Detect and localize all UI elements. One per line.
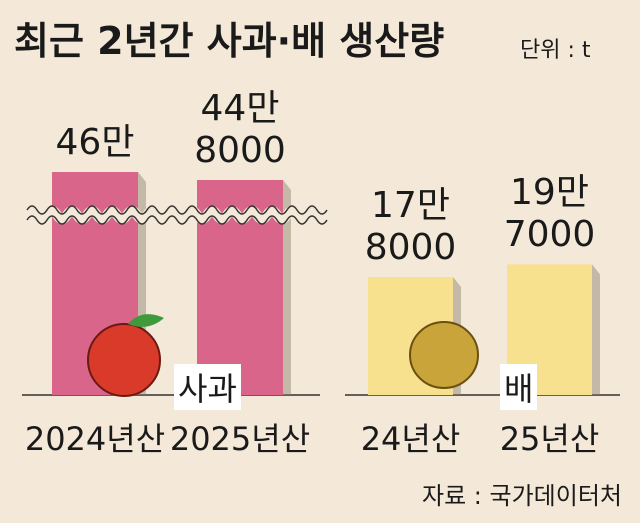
pear-icon (409, 321, 479, 389)
bar-shadow (283, 179, 291, 395)
bar-shadow (592, 264, 600, 395)
apple-icon (87, 323, 161, 397)
chart-title: 최근 2년간 사과·배 생산량 (14, 19, 445, 63)
axis-break-bg (22, 206, 332, 224)
value-label: 19만 7000 (503, 172, 596, 256)
x-tick-label: 2025년산 (169, 420, 311, 458)
unit: 단위 : t (520, 38, 591, 63)
value-label: 17만 8000 (364, 184, 457, 268)
x-tick-label: 24년산 (360, 420, 461, 458)
axis-break (26, 215, 328, 225)
series-name: 사과 (174, 364, 241, 410)
x-tick-label: 25년산 (499, 420, 600, 458)
axis-break (26, 205, 328, 215)
source: 자료 : 국가데이터처 (422, 482, 622, 510)
value-label: 44만 8000 (194, 87, 286, 171)
value-label: 46만 (55, 122, 135, 164)
apple-leaf (128, 314, 164, 327)
x-tick-label: 2024년산 (24, 420, 166, 458)
series-name: 배 (500, 364, 538, 410)
